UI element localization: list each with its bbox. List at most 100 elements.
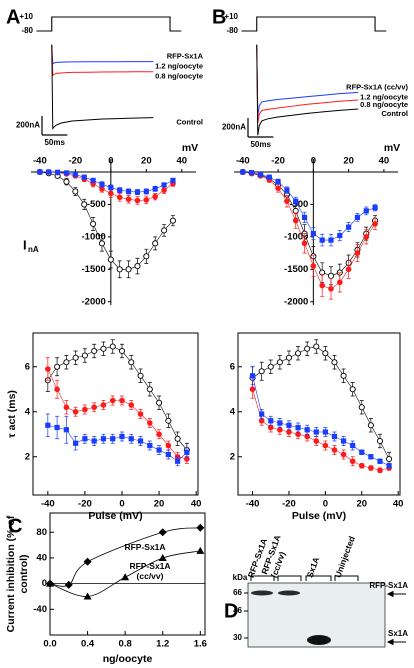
marker xyxy=(277,426,283,433)
blot-band xyxy=(307,635,331,645)
marker xyxy=(340,438,347,444)
series-line xyxy=(47,368,187,460)
marker xyxy=(147,442,153,449)
marker xyxy=(319,282,325,289)
x-tick-label: 1.6 xyxy=(194,639,207,650)
marker xyxy=(350,442,356,449)
marker xyxy=(328,285,334,292)
marker xyxy=(119,397,125,404)
x-axis-label: mV xyxy=(384,142,400,154)
x-tick-label: 0 xyxy=(323,499,328,510)
marker xyxy=(165,417,172,424)
marker xyxy=(304,427,310,433)
marker xyxy=(258,417,265,424)
marker xyxy=(267,424,274,431)
marker xyxy=(109,343,116,350)
marker xyxy=(37,169,43,175)
marker xyxy=(128,359,135,366)
band-label: RFP-Sx1A xyxy=(369,581,408,590)
marker xyxy=(313,343,320,350)
marker xyxy=(108,190,114,197)
marker xyxy=(161,187,167,193)
group-label: RFP-Sx1A (cc/vv) xyxy=(346,82,408,91)
kda-label: kDa xyxy=(233,573,248,582)
panel-label: B xyxy=(212,6,226,28)
marker xyxy=(100,402,107,408)
series-line xyxy=(39,171,174,270)
marker xyxy=(116,194,123,201)
marker xyxy=(55,169,61,175)
marker xyxy=(354,250,361,256)
group-label: RFP-Sx1A xyxy=(167,52,204,61)
marker xyxy=(349,386,356,393)
marker xyxy=(165,442,172,449)
marker xyxy=(82,406,88,413)
band-arrow xyxy=(386,590,406,646)
y-tick-label: 2 xyxy=(230,451,235,462)
y-tick-label: -500 xyxy=(289,199,308,210)
marker xyxy=(286,422,292,428)
marker xyxy=(285,354,293,361)
marker xyxy=(90,177,96,184)
marker xyxy=(359,449,365,455)
marker xyxy=(143,253,150,260)
y-axis-label: Current inhibition (% of control) xyxy=(5,515,30,633)
marker xyxy=(367,422,374,429)
y-tick-label: 80 xyxy=(36,527,47,538)
band-label: Sx1A xyxy=(388,629,408,638)
marker xyxy=(319,237,325,243)
x-tick-label: 0.8 xyxy=(119,639,132,650)
y-tick-label: 4 xyxy=(230,406,236,417)
series-line xyxy=(242,171,376,241)
lane-bracket xyxy=(250,575,359,581)
series-label: RFP-Sx1A xyxy=(124,542,166,552)
x-tick-label: -40 xyxy=(236,155,250,166)
marker xyxy=(301,214,308,220)
y-tick-label: 6 xyxy=(230,361,235,372)
trace-label: Control xyxy=(176,118,203,127)
marker xyxy=(64,580,73,589)
y-tick-label: -1000 xyxy=(82,231,106,242)
y-tick-label: 6 xyxy=(25,361,30,372)
marker xyxy=(169,217,176,224)
marker xyxy=(363,234,370,240)
marker xyxy=(327,272,335,279)
marker xyxy=(386,463,392,469)
kda-marker: 66 xyxy=(233,588,242,597)
marker xyxy=(161,227,168,234)
marker xyxy=(72,354,79,361)
marker xyxy=(45,422,51,428)
marker xyxy=(295,424,301,431)
x-axis-label: Pulse (mV) xyxy=(292,510,346,522)
marker xyxy=(322,442,329,449)
marker xyxy=(372,221,378,227)
marker xyxy=(119,433,125,440)
marker xyxy=(81,352,88,359)
protocol-label: +10 xyxy=(224,12,238,21)
scale-label: 200nA xyxy=(16,121,40,130)
marker xyxy=(99,181,105,187)
protocol-label: -80 xyxy=(21,26,33,35)
protocol-label: -80 xyxy=(226,26,238,35)
y-tick-label: -2000 xyxy=(82,296,106,307)
marker xyxy=(301,240,308,247)
panel-label: C xyxy=(8,515,22,537)
x-axis-label: Pulse (mV) xyxy=(88,510,142,522)
marker xyxy=(368,454,374,460)
blot-band xyxy=(278,590,300,596)
marker xyxy=(349,458,356,465)
marker xyxy=(284,187,290,193)
marker xyxy=(137,438,144,444)
marker xyxy=(156,431,162,438)
marker xyxy=(45,366,51,372)
marker xyxy=(249,386,256,393)
marker xyxy=(331,359,338,366)
series-line xyxy=(39,171,174,193)
scale-label: 200nA xyxy=(222,123,246,132)
marker xyxy=(284,198,290,204)
plot-frame xyxy=(32,332,199,496)
marker xyxy=(152,193,158,200)
marker xyxy=(322,429,328,435)
